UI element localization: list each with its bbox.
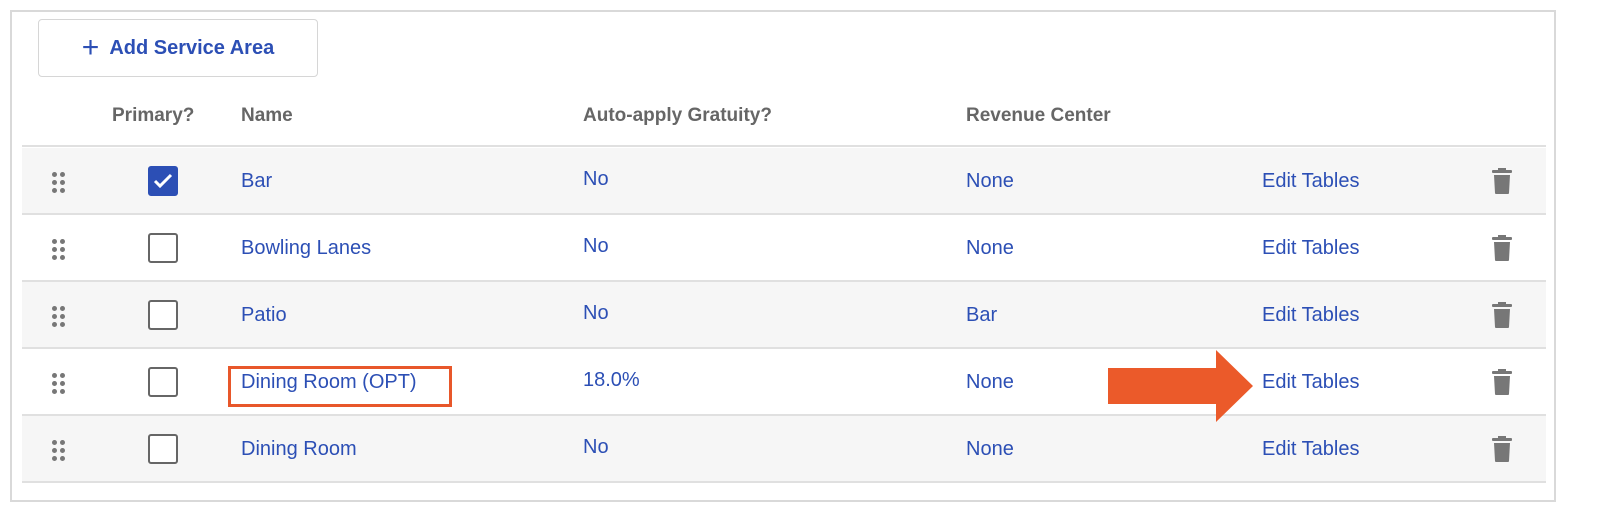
revenue-center-value[interactable]: None [966,371,1014,393]
header-primary: Primary? [112,105,195,126]
table-row: Patio No Bar Edit Tables [22,282,1546,349]
header-name: Name [241,105,293,126]
arrow-annotation-icon [1108,350,1253,422]
revenue-center-value[interactable]: Bar [966,304,998,326]
gratuity-value[interactable]: No [583,235,609,257]
gratuity-value[interactable]: No [583,436,609,458]
primary-checkbox[interactable] [148,367,178,397]
edit-tables-link[interactable]: Edit Tables [1262,438,1360,460]
trash-icon[interactable] [1492,235,1512,261]
service-area-name-link[interactable]: Dining Room [241,438,357,460]
add-service-area-button[interactable]: + Add Service Area [38,19,318,77]
service-area-name-link[interactable]: Bowling Lanes [241,237,372,259]
service-area-name-link[interactable]: Patio [241,304,287,326]
checkmark-icon [153,173,173,189]
primary-checkbox[interactable] [148,434,178,464]
drag-handle-icon[interactable] [52,373,66,395]
gratuity-value[interactable]: 18.0% [583,369,640,391]
revenue-center-value[interactable]: None [966,237,1014,259]
primary-checkbox[interactable] [148,300,178,330]
highlight-box [228,366,452,407]
edit-tables-link[interactable]: Edit Tables [1262,237,1360,259]
drag-handle-icon[interactable] [52,306,66,328]
edit-tables-link[interactable]: Edit Tables [1262,170,1360,192]
table-row: Dining Room (OPT) 18.0% None Edit Tables [22,349,1546,416]
gratuity-value[interactable]: No [583,168,609,190]
service-area-name-link[interactable]: Dining Room (OPT) [241,371,417,393]
trash-icon[interactable] [1492,302,1512,328]
header-revenue-center: Revenue Center [966,105,1111,126]
revenue-center-value[interactable]: None [966,438,1014,460]
table-row: Bar No None Edit Tables [22,148,1546,215]
drag-handle-icon[interactable] [52,172,66,194]
edit-tables-link[interactable]: Edit Tables [1262,304,1360,326]
edit-tables-link[interactable]: Edit Tables [1262,371,1360,393]
gratuity-value[interactable]: No [583,302,609,324]
primary-checkbox[interactable] [148,166,178,196]
table-header: Primary? Name Auto-apply Gratuity? Reven… [22,95,1546,147]
plus-icon: + [81,31,100,64]
table-row: Dining Room No None Edit Tables [22,416,1546,483]
drag-handle-icon[interactable] [52,239,66,261]
table-row: Bowling Lanes No None Edit Tables [22,215,1546,282]
trash-icon[interactable] [1492,168,1512,194]
drag-handle-icon[interactable] [52,440,66,462]
add-service-area-label: Add Service Area [109,36,275,59]
revenue-center-value[interactable]: None [966,170,1014,192]
service-area-name-link[interactable]: Bar [241,170,273,192]
header-gratuity: Auto-apply Gratuity? [583,105,772,126]
primary-checkbox[interactable] [148,233,178,263]
trash-icon[interactable] [1492,436,1512,462]
trash-icon[interactable] [1492,369,1512,395]
